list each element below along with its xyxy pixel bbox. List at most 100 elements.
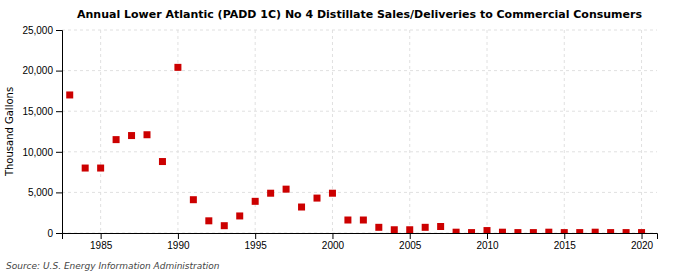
- tick: 25,000: [22, 25, 62, 36]
- point: [453, 229, 460, 233]
- tick: 5,000: [28, 187, 62, 198]
- point: [437, 223, 444, 230]
- tick: 1990: [167, 233, 190, 251]
- point: [252, 198, 259, 205]
- grid-line: [332, 30, 333, 233]
- point: [499, 229, 506, 233]
- x-axis: 1985 1990 1995 2000 2005 2010 2015 2020: [63, 233, 658, 251]
- tick-mark: [56, 111, 62, 112]
- point: [638, 229, 645, 233]
- tick-label: 1995: [245, 240, 268, 251]
- tick-label: 2000: [322, 240, 345, 251]
- point: [144, 131, 151, 138]
- point: [329, 190, 336, 197]
- point: [267, 190, 274, 197]
- point: [623, 229, 630, 233]
- grid-line: [177, 30, 178, 233]
- point: [283, 186, 290, 193]
- tick-mark: [56, 30, 62, 31]
- point: [221, 222, 228, 229]
- grid-line: [100, 30, 101, 233]
- tick: 2015: [554, 233, 577, 251]
- point: [344, 217, 351, 224]
- point: [360, 217, 367, 224]
- tick-label: 5,000: [28, 187, 53, 198]
- grid: [62, 30, 657, 233]
- tick-label: 25,000: [22, 25, 53, 36]
- point: [592, 229, 599, 233]
- y-axis-label: Thousand Gallons: [4, 87, 15, 177]
- point: [468, 229, 475, 233]
- points: [66, 64, 645, 233]
- grid-line: [62, 111, 657, 112]
- point: [113, 136, 120, 143]
- point: [375, 224, 382, 231]
- point: [298, 204, 305, 211]
- tick-label: 15,000: [22, 106, 53, 117]
- chart: 1985 1990 1995 2000 2005 2010 2015 2020 0 5,000 10…: [0, 0, 675, 275]
- point: [484, 227, 491, 233]
- annotation: Source: U.S. Energy Information Administ…: [6, 261, 220, 271]
- point: [190, 196, 197, 203]
- tick-mark: [332, 233, 333, 239]
- tick-mark: [56, 152, 62, 153]
- title: Annual Lower Atlantic (PADD 1C) No 4 Dis…: [77, 8, 643, 21]
- tick: 0: [47, 228, 62, 239]
- point: [545, 229, 552, 233]
- tick-label: 0: [47, 228, 53, 239]
- axis-line: [56, 31, 63, 234]
- grid-line: [409, 30, 410, 233]
- tick-label: 2010: [476, 240, 499, 251]
- point: [561, 229, 568, 233]
- tick-mark: [56, 233, 62, 234]
- tick-label: 2015: [554, 240, 577, 251]
- grid-line: [62, 70, 657, 71]
- tick: 10,000: [22, 147, 62, 158]
- point: [128, 132, 135, 139]
- point: [97, 165, 104, 172]
- y-axis: 0 5,000 10,000 15,000 20,000 25,000: [22, 25, 62, 239]
- plot: 1985 1990 1995 2000 2005 2010 2015 2020 0 5,000 10…: [22, 25, 657, 251]
- tick-mark: [101, 233, 102, 239]
- tick: 2020: [631, 233, 654, 251]
- point: [82, 165, 89, 172]
- point: [406, 226, 413, 233]
- grid-line: [62, 30, 657, 31]
- tick-mark: [56, 71, 62, 72]
- point: [607, 229, 614, 233]
- tick: 15,000: [22, 106, 62, 117]
- tick-label: 10,000: [22, 147, 53, 158]
- tick-mark: [564, 233, 565, 239]
- tick-label: 1990: [167, 240, 190, 251]
- tick: 20,000: [22, 65, 62, 76]
- point: [159, 158, 166, 165]
- tick-label: 2005: [399, 240, 422, 251]
- tick: 2005: [399, 233, 422, 251]
- tick: 1985: [90, 233, 113, 251]
- tick-label: 20,000: [22, 65, 53, 76]
- tick-label: 1985: [90, 240, 113, 251]
- grid-line: [564, 30, 565, 233]
- grid-line: [641, 30, 642, 233]
- tick: 2000: [322, 233, 345, 251]
- point: [314, 195, 321, 202]
- grid-line: [487, 30, 488, 233]
- point: [422, 224, 429, 231]
- axis-line: [63, 234, 658, 240]
- tick-mark: [178, 233, 179, 239]
- tick-mark: [56, 192, 62, 193]
- tick: 1995: [245, 233, 268, 251]
- point: [514, 229, 521, 233]
- point: [576, 229, 583, 233]
- tick: 2010: [476, 233, 499, 251]
- point: [530, 229, 537, 233]
- grid-line: [62, 151, 657, 152]
- point: [391, 226, 398, 233]
- tick-mark: [255, 233, 256, 239]
- tick-mark: [410, 233, 411, 239]
- tick-mark: [487, 233, 488, 239]
- tick-label: 2020: [631, 240, 654, 251]
- grid-line: [62, 192, 657, 193]
- point: [66, 91, 73, 98]
- tick-mark: [642, 233, 643, 239]
